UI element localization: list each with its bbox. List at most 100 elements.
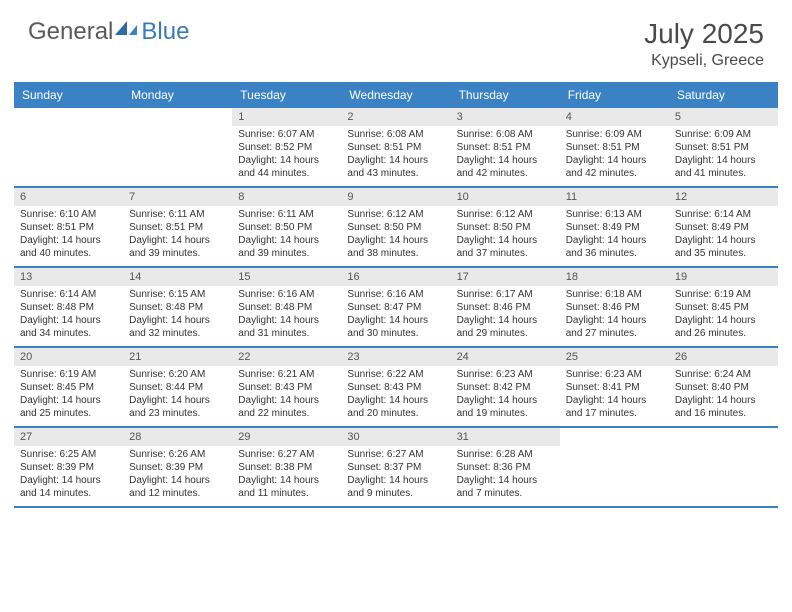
day-number: 21	[123, 348, 232, 366]
daylight-text: Daylight: 14 hours and 20 minutes.	[347, 394, 444, 420]
week-row: 27Sunrise: 6:25 AMSunset: 8:39 PMDayligh…	[14, 428, 778, 508]
daylight-text: Daylight: 14 hours and 22 minutes.	[238, 394, 335, 420]
day-body: Sunrise: 6:12 AMSunset: 8:50 PMDaylight:…	[451, 206, 560, 264]
daylight-text: Daylight: 14 hours and 12 minutes.	[129, 474, 226, 500]
day-body: Sunrise: 6:19 AMSunset: 8:45 PMDaylight:…	[669, 286, 778, 344]
daylight-text: Daylight: 14 hours and 11 minutes.	[238, 474, 335, 500]
sunset-text: Sunset: 8:48 PM	[238, 301, 335, 314]
sunrise-text: Sunrise: 6:16 AM	[238, 288, 335, 301]
day-cell: 4Sunrise: 6:09 AMSunset: 8:51 PMDaylight…	[560, 108, 669, 186]
day-body: Sunrise: 6:26 AMSunset: 8:39 PMDaylight:…	[123, 446, 232, 504]
day-cell: 9Sunrise: 6:12 AMSunset: 8:50 PMDaylight…	[341, 188, 450, 266]
daylight-text: Daylight: 14 hours and 30 minutes.	[347, 314, 444, 340]
daylight-text: Daylight: 14 hours and 26 minutes.	[675, 314, 772, 340]
day-body: Sunrise: 6:12 AMSunset: 8:50 PMDaylight:…	[341, 206, 450, 264]
daylight-text: Daylight: 14 hours and 44 minutes.	[238, 154, 335, 180]
sunrise-text: Sunrise: 6:28 AM	[457, 448, 554, 461]
day-cell	[123, 108, 232, 186]
day-body: Sunrise: 6:27 AMSunset: 8:38 PMDaylight:…	[232, 446, 341, 504]
day-cell: 10Sunrise: 6:12 AMSunset: 8:50 PMDayligh…	[451, 188, 560, 266]
day-cell: 3 Sunrise: 6:08 AMSunset: 8:51 PMDaylight…	[451, 108, 560, 186]
day-cell: 29Sunrise: 6:27 AMSunset: 8:38 PMDayligh…	[232, 428, 341, 506]
sunset-text: Sunset: 8:39 PM	[20, 461, 117, 474]
day-number: 6	[14, 188, 123, 206]
day-number: 28	[123, 428, 232, 446]
sunrise-text: Sunrise: 6:10 AM	[20, 208, 117, 221]
sunset-text: Sunset: 8:49 PM	[566, 221, 663, 234]
day-body: Sunrise: 6:21 AMSunset: 8:43 PMDaylight:…	[232, 366, 341, 424]
dow-sunday: Sunday	[14, 82, 123, 108]
sunrise-text: Sunrise: 6:22 AM	[347, 368, 444, 381]
week-row: 13Sunrise: 6:14 AMSunset: 8:48 PMDayligh…	[14, 268, 778, 348]
daylight-text: Daylight: 14 hours and 34 minutes.	[20, 314, 117, 340]
sunset-text: Sunset: 8:51 PM	[347, 141, 444, 154]
month-year: July 2025	[644, 18, 764, 50]
daylight-text: Daylight: 14 hours and 27 minutes.	[566, 314, 663, 340]
daylight-text: Daylight: 14 hours and 37 minutes.	[457, 234, 554, 260]
day-cell: 7Sunrise: 6:11 AMSunset: 8:51 PMDaylight…	[123, 188, 232, 266]
day-number: 8	[232, 188, 341, 206]
day-cell: 27Sunrise: 6:25 AMSunset: 8:39 PMDayligh…	[14, 428, 123, 506]
sunrise-text: Sunrise: 6:25 AM	[20, 448, 117, 461]
daylight-text: Daylight: 14 hours and 35 minutes.	[675, 234, 772, 260]
days-of-week-row: Sunday Monday Tuesday Wednesday Thursday…	[14, 82, 778, 108]
day-number: 16	[341, 268, 450, 286]
sunset-text: Sunset: 8:36 PM	[457, 461, 554, 474]
day-cell: 2Sunrise: 6:08 AMSunset: 8:51 PMDaylight…	[341, 108, 450, 186]
day-cell: 6Sunrise: 6:10 AMSunset: 8:51 PMDaylight…	[14, 188, 123, 266]
week-row: 20Sunrise: 6:19 AMSunset: 8:45 PMDayligh…	[14, 348, 778, 428]
sunset-text: Sunset: 8:43 PM	[347, 381, 444, 394]
day-body: Sunrise: 6:22 AMSunset: 8:43 PMDaylight:…	[341, 366, 450, 424]
dow-friday: Friday	[560, 82, 669, 108]
day-number: 9	[341, 188, 450, 206]
day-number: 1	[232, 108, 341, 126]
day-body: Sunrise: 6:25 AMSunset: 8:39 PMDaylight:…	[14, 446, 123, 504]
sunset-text: Sunset: 8:47 PM	[347, 301, 444, 314]
day-number: 4	[560, 108, 669, 126]
sunset-text: Sunset: 8:51 PM	[129, 221, 226, 234]
day-number: 24	[451, 348, 560, 366]
day-cell: 1Sunrise: 6:07 AMSunset: 8:52 PMDaylight…	[232, 108, 341, 186]
sunset-text: Sunset: 8:44 PM	[129, 381, 226, 394]
sunset-text: Sunset: 8:49 PM	[675, 221, 772, 234]
day-body: Sunrise: 6:19 AMSunset: 8:45 PMDaylight:…	[14, 366, 123, 424]
day-cell: 13Sunrise: 6:14 AMSunset: 8:48 PMDayligh…	[14, 268, 123, 346]
sunset-text: Sunset: 8:51 PM	[457, 141, 554, 154]
day-cell: 11Sunrise: 6:13 AMSunset: 8:49 PMDayligh…	[560, 188, 669, 266]
day-number: 27	[14, 428, 123, 446]
day-body: Sunrise: 6:16 AMSunset: 8:47 PMDaylight:…	[341, 286, 450, 344]
day-cell: 25Sunrise: 6:23 AMSunset: 8:41 PMDayligh…	[560, 348, 669, 426]
sunrise-text: Sunrise: 6:21 AM	[238, 368, 335, 381]
sunrise-text: Sunrise: 6:27 AM	[347, 448, 444, 461]
daylight-text: Daylight: 14 hours and 16 minutes.	[675, 394, 772, 420]
day-body: Sunrise: 6:13 AMSunset: 8:49 PMDaylight:…	[560, 206, 669, 264]
day-body: Sunrise: 6:27 AMSunset: 8:37 PMDaylight:…	[341, 446, 450, 504]
day-body: Sunrise: 6:20 AMSunset: 8:44 PMDaylight:…	[123, 366, 232, 424]
day-cell: 5Sunrise: 6:09 AMSunset: 8:51 PMDaylight…	[669, 108, 778, 186]
day-number: 3	[451, 108, 560, 126]
sunrise-text: Sunrise: 6:17 AM	[457, 288, 554, 301]
day-cell: 15Sunrise: 6:16 AMSunset: 8:48 PMDayligh…	[232, 268, 341, 346]
daylight-text: Daylight: 14 hours and 32 minutes.	[129, 314, 226, 340]
day-number: 18	[560, 268, 669, 286]
sunset-text: Sunset: 8:38 PM	[238, 461, 335, 474]
daylight-text: Daylight: 14 hours and 23 minutes.	[129, 394, 226, 420]
day-cell: 18Sunrise: 6:18 AMSunset: 8:46 PMDayligh…	[560, 268, 669, 346]
sunrise-text: Sunrise: 6:14 AM	[675, 208, 772, 221]
day-body: Sunrise: 6:16 AMSunset: 8:48 PMDaylight:…	[232, 286, 341, 344]
day-cell: 20Sunrise: 6:19 AMSunset: 8:45 PMDayligh…	[14, 348, 123, 426]
sunset-text: Sunset: 8:40 PM	[675, 381, 772, 394]
sunrise-text: Sunrise: 6:20 AM	[129, 368, 226, 381]
daylight-text: Daylight: 14 hours and 7 minutes.	[457, 474, 554, 500]
day-number: 29	[232, 428, 341, 446]
daylight-text: Daylight: 14 hours and 9 minutes.	[347, 474, 444, 500]
sunrise-text: Sunrise: 6:08 AM	[457, 128, 554, 141]
sunset-text: Sunset: 8:39 PM	[129, 461, 226, 474]
sunrise-text: Sunrise: 6:15 AM	[129, 288, 226, 301]
day-number: 13	[14, 268, 123, 286]
dow-thursday: Thursday	[451, 82, 560, 108]
day-number: 12	[669, 188, 778, 206]
daylight-text: Daylight: 14 hours and 42 minutes.	[457, 154, 554, 180]
day-cell: 26Sunrise: 6:24 AMSunset: 8:40 PMDayligh…	[669, 348, 778, 426]
dow-saturday: Saturday	[669, 82, 778, 108]
